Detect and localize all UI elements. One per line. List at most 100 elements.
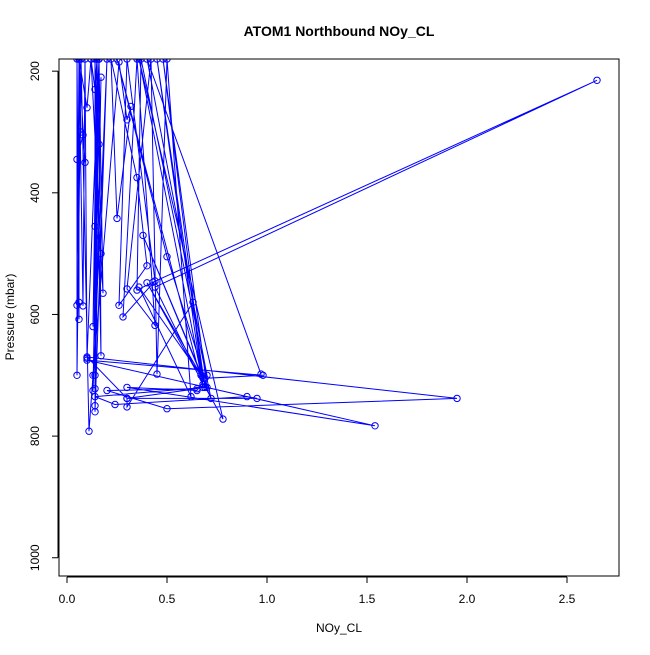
data-point [83,356,91,364]
data-point [91,222,99,231]
data-point [91,371,99,379]
data-point [133,286,141,294]
data-point [147,59,155,63]
data-point [123,116,131,124]
data-point [133,59,141,63]
data-point [371,422,379,430]
data-point [163,59,171,63]
data-point [97,249,105,258]
data-point [453,394,461,403]
data-point [83,353,91,361]
data-point [103,59,111,63]
x-tick-label: 0.5 [159,592,176,606]
data-point [135,59,143,63]
data-point [593,76,601,85]
data-point [85,427,93,435]
data-point [163,405,171,413]
data-point [73,59,81,63]
data-point [137,59,145,63]
data-point [219,415,227,423]
data-point [159,59,167,63]
data-point [243,392,251,401]
data-point [87,59,95,63]
data-point [123,383,131,392]
x-tick-label: 2.0 [459,592,476,606]
data-point [119,313,127,321]
data-point [77,59,85,63]
data-point [153,59,161,63]
y-tick-label: 400 [28,182,42,202]
data-point [95,59,103,63]
data-point [81,59,89,63]
data-point [127,102,135,111]
data-point [123,59,131,63]
data-point [123,394,131,403]
x-axis: 0.0 0.5 1.0 1.5 2.0 2.5 [59,576,576,606]
x-tick-label: 2.5 [559,592,576,606]
data-point [103,386,111,395]
data-point [203,371,211,379]
data-point [107,59,115,63]
data-point [151,321,159,330]
data-point [95,140,103,148]
data-point [93,59,101,63]
data-point [143,262,151,270]
data-point [189,298,197,306]
data-point [151,283,159,291]
data-point [133,173,141,182]
x-tick-label: 1.0 [259,592,276,606]
plot-area [73,59,601,435]
y-axis: 200 400 600 800 1000 [28,61,59,571]
data-point [201,383,209,392]
x-tick-label: 0.0 [59,592,76,606]
data-point [139,231,147,240]
data-point [187,392,195,401]
data-point [253,394,261,403]
chart-title: ATOM1 Northbound NOy_CL [244,23,435,39]
data-point [163,253,171,261]
data-point [91,385,99,393]
data-point [75,315,83,323]
data-point [75,59,83,63]
series-line [76,59,598,432]
y-tick-label: 600 [28,304,42,324]
data-point [89,322,97,331]
data-point [83,104,91,112]
data-point [123,285,131,293]
y-tick-label: 200 [28,61,42,81]
y-axis-label: Pressure (mbar) [3,274,17,361]
data-point [75,298,83,306]
y-tick-label: 800 [28,426,42,446]
data-point [97,352,105,360]
data-point [81,158,89,167]
data-point [143,59,151,63]
x-axis-label: NOy_CL [316,621,362,635]
data-point [153,370,161,378]
data-point [113,214,121,223]
data-point [193,386,201,395]
data-point [73,155,81,164]
data-point [143,279,151,287]
data-point [257,370,265,378]
data-point [91,408,99,416]
data-point [91,392,99,401]
data-point [111,400,119,409]
data-point [97,73,105,81]
data-point [91,85,99,94]
data-point [207,394,215,403]
data-point [113,59,121,63]
data-point [259,371,267,379]
data-point [99,289,107,297]
data-point [199,383,207,392]
data-point [123,403,131,411]
data-point [89,371,97,379]
x-tick-label: 1.5 [359,592,376,606]
data-point [91,59,99,63]
y-tick-label: 1000 [28,544,42,571]
data-point [115,301,123,309]
plot-frame [58,58,620,577]
data-point [79,131,87,139]
data-point [73,371,81,379]
